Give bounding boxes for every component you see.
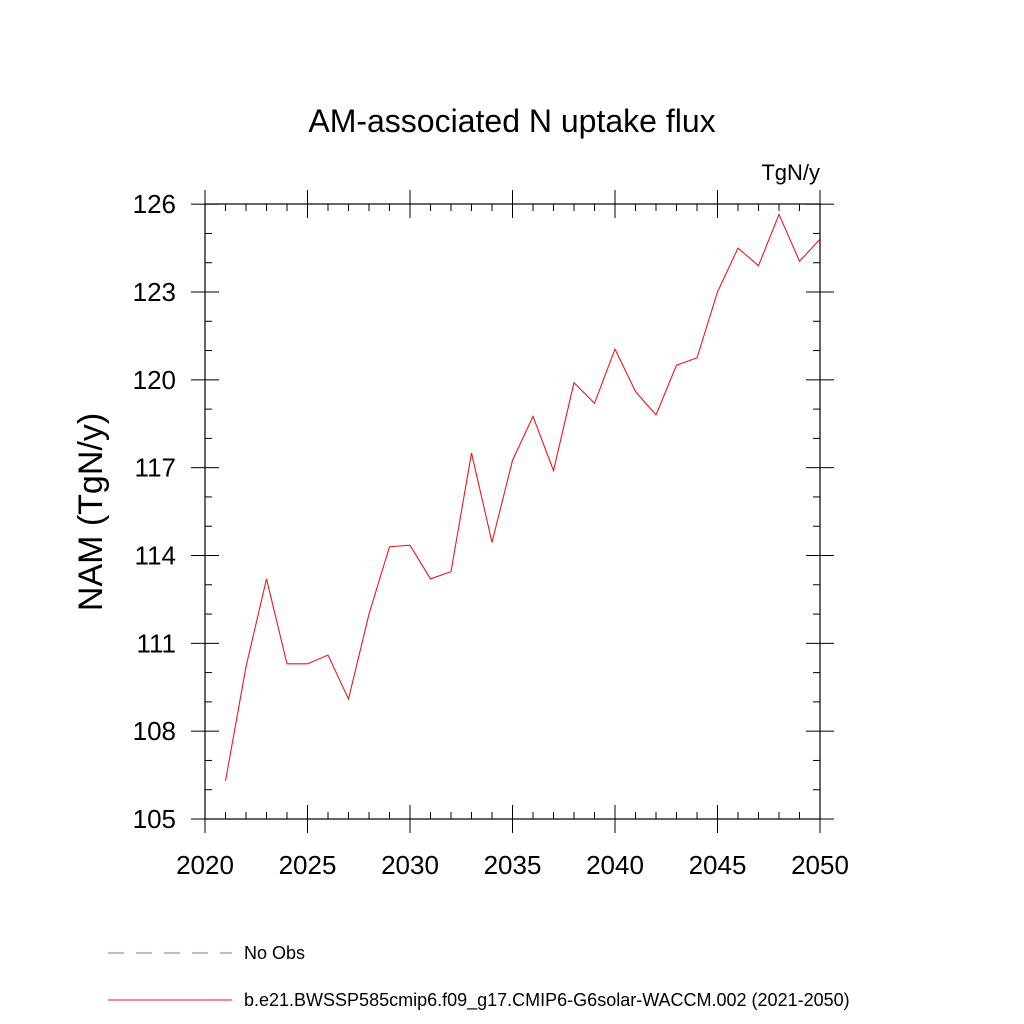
y-tick-label: 111 — [136, 628, 176, 658]
series-line — [224, 212, 821, 782]
y-tick-label: 108 — [133, 716, 176, 746]
y-tick-labels: 105 108 111 114 117 120 123 126 — [133, 189, 176, 834]
y-tick-label: 117 — [135, 453, 176, 483]
x-tick-label: 2040 — [586, 850, 644, 880]
y-tick-label: 120 — [133, 365, 176, 395]
chart-title: AM-associated N uptake flux — [308, 103, 715, 139]
plot-frame — [204, 203, 821, 820]
x-tick-label: 2025 — [279, 850, 337, 880]
x-tick-label: 2045 — [689, 850, 747, 880]
legend-label-no-obs: No Obs — [244, 943, 305, 963]
series-lines — [224, 212, 821, 782]
x-tick-label: 2035 — [484, 850, 542, 880]
x-tick-label: 2020 — [176, 850, 234, 880]
y-axis-label: NAM (TgN/y) — [72, 413, 110, 611]
legend-label-model: b.e21.BWSSP585cmip6.f09_g17.CMIP6-G6sola… — [244, 990, 850, 1011]
y-tick-label: 123 — [133, 277, 176, 307]
legend: No Obs b.e21.BWSSP585cmip6.f09_g17.CMIP6… — [108, 943, 850, 1011]
axis-ticks — [191, 190, 834, 833]
x-tick-label: 2030 — [381, 850, 439, 880]
units-label: TgN/y — [761, 160, 820, 185]
x-tick-label: 2050 — [791, 850, 849, 880]
y-tick-label: 126 — [133, 189, 176, 219]
x-tick-labels: 2020 2025 2030 2035 2040 2045 2050 — [176, 850, 849, 880]
y-tick-label: 114 — [135, 541, 176, 571]
y-tick-label: 105 — [133, 804, 176, 834]
